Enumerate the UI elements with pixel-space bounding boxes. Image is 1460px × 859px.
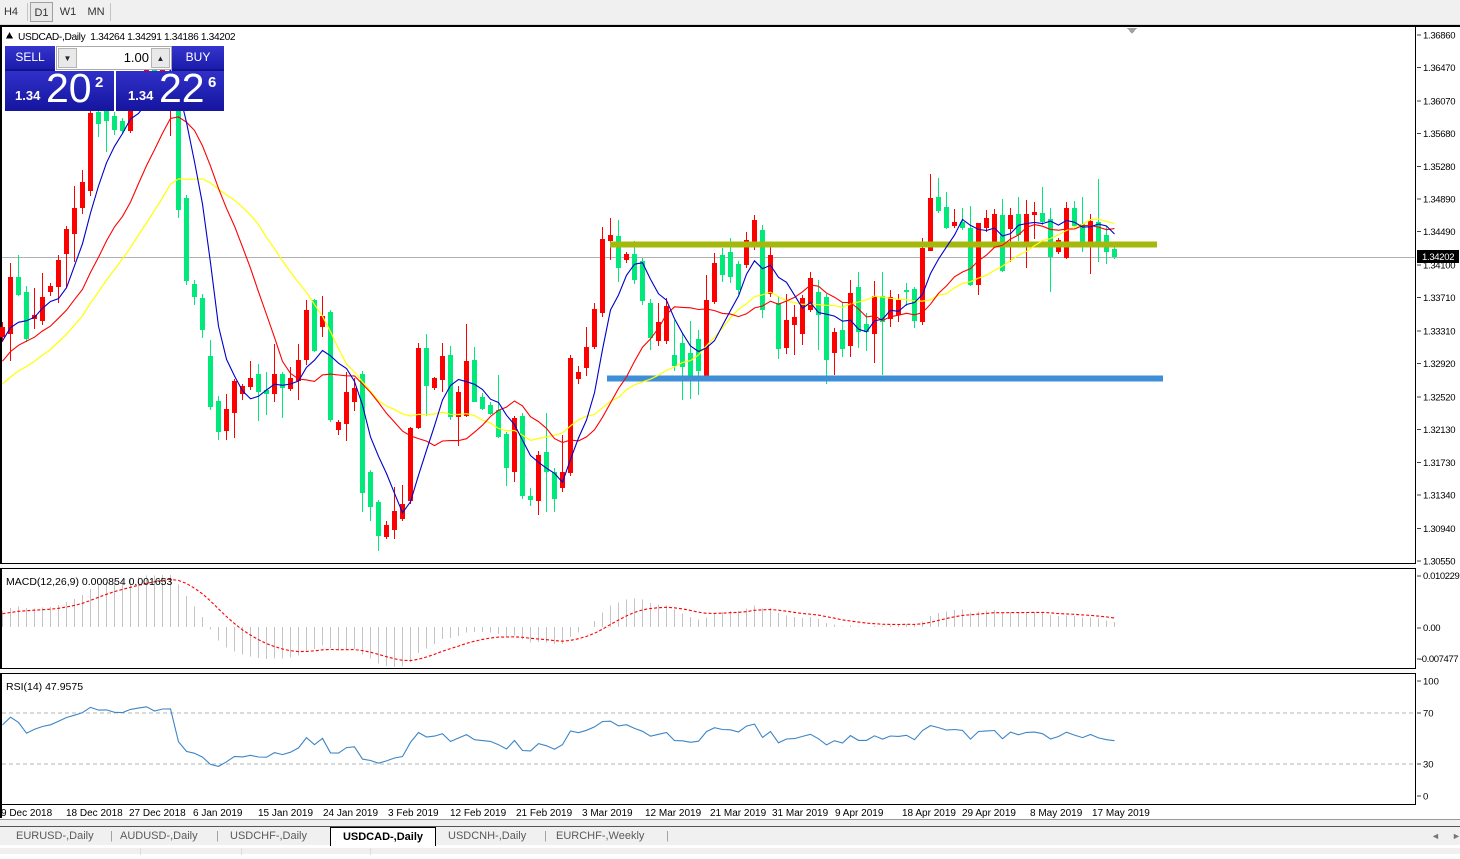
svg-text:1.36860: 1.36860	[1423, 31, 1455, 42]
svg-text:1.34202: 1.34202	[1422, 252, 1454, 263]
svg-text:1.36470: 1.36470	[1423, 63, 1455, 74]
svg-text:1.32920: 1.32920	[1423, 359, 1455, 370]
svg-text:1.32130: 1.32130	[1423, 425, 1455, 436]
svg-text:31 Mar 2019: 31 Mar 2019	[772, 808, 829, 819]
svg-text:1.33310: 1.33310	[1423, 326, 1455, 337]
svg-text:-0.007477: -0.007477	[1419, 654, 1458, 665]
svg-text:3 Mar 2019: 3 Mar 2019	[582, 808, 633, 819]
svg-text:0: 0	[1423, 792, 1428, 803]
svg-text:100: 100	[1423, 677, 1439, 688]
svg-text:29 Apr 2019: 29 Apr 2019	[962, 808, 1016, 819]
svg-text:1.30550: 1.30550	[1423, 556, 1455, 567]
svg-text:0.010229: 0.010229	[1423, 571, 1460, 582]
svg-text:17 May 2019: 17 May 2019	[1092, 808, 1150, 819]
svg-text:1.34490: 1.34490	[1423, 227, 1455, 238]
svg-text:1.31730: 1.31730	[1423, 458, 1455, 469]
svg-text:0.00: 0.00	[1423, 623, 1440, 634]
svg-text:1.36070: 1.36070	[1423, 96, 1455, 107]
svg-text:18 Dec 2018: 18 Dec 2018	[66, 808, 123, 819]
svg-text:RSI(14) 47.9575: RSI(14) 47.9575	[6, 681, 83, 693]
svg-text:21 Feb 2019: 21 Feb 2019	[516, 808, 573, 819]
svg-text:MACD(12,26,9) 0.000854 0.00165: MACD(12,26,9) 0.000854 0.001653	[6, 576, 173, 588]
svg-text:1.35680: 1.35680	[1423, 129, 1455, 140]
svg-text:18 Apr 2019: 18 Apr 2019	[902, 808, 956, 819]
svg-text:24 Jan 2019: 24 Jan 2019	[323, 808, 378, 819]
svg-text:30: 30	[1423, 760, 1434, 771]
svg-text:27 Dec 2018: 27 Dec 2018	[129, 808, 186, 819]
svg-text:70: 70	[1423, 709, 1434, 720]
svg-text:6 Jan 2019: 6 Jan 2019	[193, 808, 243, 819]
svg-text:1.30940: 1.30940	[1423, 524, 1455, 535]
svg-text:15 Jan 2019: 15 Jan 2019	[258, 808, 313, 819]
svg-text:12 Feb 2019: 12 Feb 2019	[450, 808, 507, 819]
svg-text:1.34100: 1.34100	[1423, 261, 1455, 272]
svg-text:1.35280: 1.35280	[1423, 162, 1455, 173]
svg-text:3 Feb 2019: 3 Feb 2019	[388, 808, 439, 819]
svg-text:21 Mar 2019: 21 Mar 2019	[710, 808, 767, 819]
svg-text:8 May 2019: 8 May 2019	[1030, 808, 1083, 819]
svg-text:1.32520: 1.32520	[1423, 392, 1455, 403]
svg-text:1.33710: 1.33710	[1423, 293, 1455, 304]
svg-text:1.31340: 1.31340	[1423, 491, 1455, 502]
svg-text:9 Apr 2019: 9 Apr 2019	[835, 808, 884, 819]
svg-text:9 Dec 2018: 9 Dec 2018	[1, 808, 53, 819]
svg-text:USDCAD-,Daily 1.34264 1.34291: USDCAD-,Daily 1.34264 1.34291 1.34186 1.…	[18, 32, 236, 43]
svg-text:12 Mar 2019: 12 Mar 2019	[645, 808, 702, 819]
svg-text:1.34890: 1.34890	[1423, 195, 1455, 206]
